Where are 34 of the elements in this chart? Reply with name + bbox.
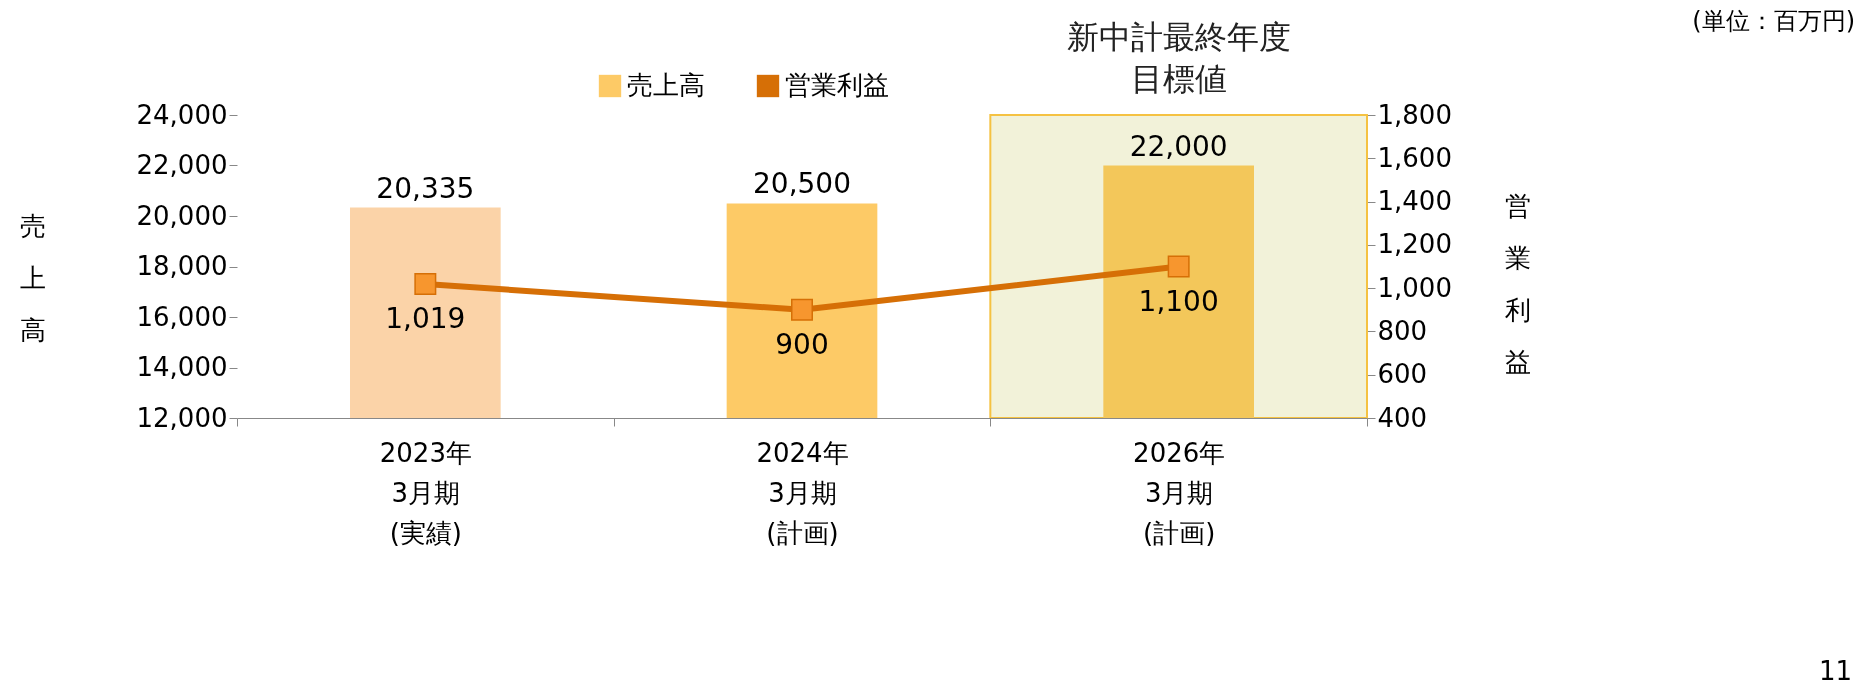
y-tick-label: 18,000 [136,251,228,281]
point [791,298,813,321]
x-tick-label: 2026年 3月期 (計画) [1133,437,1226,548]
text: 11 [1818,656,1852,686]
y2-tick-label: 800 [1377,315,1428,346]
point [414,273,437,296]
y-tick-label: 12,000 [136,402,228,433]
y2-tick-label: 1,200 [1377,229,1452,260]
data-label: 20,335 [376,171,475,205]
y-axis-title: 売上高 [19,211,46,345]
y2-tick-label: 400 [1377,402,1428,433]
y-tick-label: 14,000 [136,352,228,382]
y2-axis-title: 営業利益 [1504,191,1531,377]
x-tick-label: 2024年 3月期 (計画) [756,437,849,548]
y2-tick-label: 600 [1377,359,1428,390]
data-label: 900 [775,327,829,361]
band-label: 新中計最終年度目標値 [1066,18,1291,98]
point [1167,255,1190,278]
y-tick-label: 22,000 [136,150,228,180]
data-label: 20,500 [753,167,851,201]
data-label: 1,100 [1138,284,1219,318]
legend-label: 売上高 [627,70,705,100]
y2-tick-label: 1,600 [1377,142,1452,173]
data-label: 1,019 [385,302,466,336]
text: (単位：百万円) [1692,7,1855,35]
y-tick-label: 16,000 [136,301,228,332]
x-tick-label: 2023年 3月期 (実績) [379,437,472,548]
legend-label: 営業利益 [785,70,889,100]
y-tick-label: 20,000 [136,200,228,231]
y2-tick-label: 1,400 [1377,186,1452,217]
y2-tick-label: 1,800 [1377,99,1452,130]
y2-tick-label: 1,000 [1377,272,1452,303]
y-tick-label: 24,000 [136,99,228,130]
data-label: 22,000 [1129,129,1228,163]
